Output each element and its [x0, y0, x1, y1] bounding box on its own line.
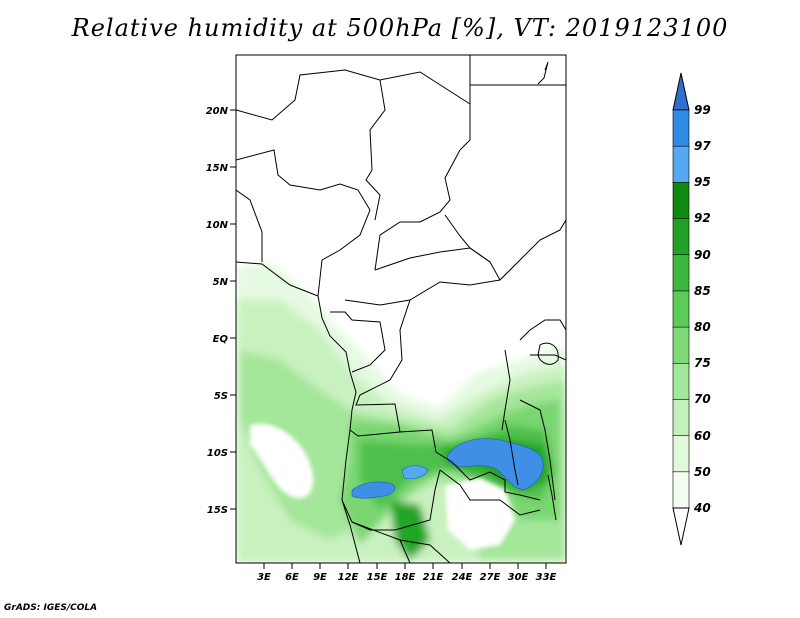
- border-drc: [355, 299, 541, 501]
- colorbar-segment: [672, 254, 690, 292]
- colorbar-segment: [672, 326, 690, 365]
- lat-label-15n: 15N: [206, 163, 229, 174]
- colorbar-segment: [672, 182, 690, 220]
- lon-label-24e: 24E: [452, 572, 473, 583]
- border-sudan: [374, 84, 566, 271]
- colorbar-label-95: 95: [694, 175, 711, 189]
- border-niger: [236, 189, 263, 262]
- colorbar: 99 97 95 92 90 85 80 75 70 60 50 40: [672, 72, 711, 546]
- colorbar-segment: [672, 218, 690, 256]
- border-nigeria: [236, 149, 371, 297]
- blue-patch-west: [351, 481, 396, 499]
- humidity-field: [236, 55, 566, 563]
- lon-axis: 3E 6E 9E 12E 15E 18E 21E 24E 27E 30E 33E: [257, 563, 557, 583]
- humidity-90-region-2: [390, 500, 430, 560]
- colorbar-label-90: 90: [694, 248, 711, 262]
- lon-label-9e: 9E: [313, 572, 327, 583]
- lat-axis: 20N 15N 10N 5N EQ 5S 10S 15S: [206, 106, 236, 516]
- colorbar-bottom-arrow: [672, 507, 690, 546]
- coast-northeast: [537, 61, 549, 85]
- dry-zone-north: [236, 55, 566, 275]
- border-south-sudan: [444, 214, 566, 281]
- colorbar-label-50: 50: [694, 465, 711, 479]
- humidity-95-patches: [351, 438, 544, 499]
- colorbar-label-99: 99: [694, 103, 711, 117]
- border-sahara: [236, 69, 386, 221]
- lon-label-33e: 33E: [536, 572, 557, 583]
- lon-label-30e: 30E: [508, 572, 529, 583]
- colorbar-label-92: 92: [694, 211, 711, 225]
- lon-label-18e: 18E: [395, 572, 416, 583]
- country-borders: [236, 55, 566, 563]
- colorbar-label-70: 70: [694, 392, 711, 406]
- map-frame: [235, 54, 567, 564]
- border-namibia: [351, 521, 411, 563]
- colorbar-label-75: 75: [694, 356, 711, 370]
- lat-label-15s: 15S: [207, 505, 228, 516]
- blue-patch-east: [447, 438, 544, 490]
- lon-label-15e: 15E: [367, 572, 388, 583]
- border-libya: [379, 55, 471, 105]
- colorbar-segment: [672, 399, 690, 437]
- lat-label-5n: 5N: [213, 277, 229, 288]
- coastline-west: [236, 261, 361, 563]
- blue-patch-mid: [401, 465, 429, 480]
- lon-label-21e: 21E: [423, 572, 444, 583]
- lon-label-6e: 6E: [285, 572, 299, 583]
- colorbar-label-80: 80: [694, 320, 711, 334]
- colorbar-segment: [672, 471, 690, 509]
- colorbar-label-97: 97: [694, 139, 711, 153]
- colorbar-segment: [672, 109, 690, 147]
- lon-label-12e: 12E: [338, 572, 359, 583]
- border-tanzania: [519, 399, 556, 501]
- dry-zone-congo: [400, 285, 530, 380]
- border-chad: [459, 104, 471, 151]
- lon-label-27e: 27E: [480, 572, 501, 583]
- colorbar-segment: [672, 290, 690, 328]
- border-congo: [330, 311, 386, 373]
- lake-malawi: [547, 474, 557, 521]
- lake-victoria: [537, 342, 559, 365]
- lake-tanganyika: [504, 419, 519, 486]
- lat-label-10n: 10N: [206, 220, 229, 231]
- lat-label-10s: 10S: [207, 448, 228, 459]
- colorbar-top-arrow: [672, 72, 690, 111]
- border-botswana: [399, 539, 451, 563]
- colorbar-segment: [672, 362, 690, 401]
- colorbar-label-85: 85: [694, 284, 711, 298]
- lat-label-eq: EQ: [213, 334, 229, 345]
- dry-swirl: [250, 423, 314, 499]
- lat-label-20n: 20N: [206, 106, 229, 117]
- chart-title: Relative humidity at 500hPa [%], VT: 201…: [71, 14, 729, 42]
- dry-zone-south: [445, 478, 515, 550]
- colorbar-label-60: 60: [694, 429, 711, 443]
- lon-label-3e: 3E: [257, 572, 271, 583]
- colorbar-segment: [672, 145, 690, 184]
- border-zambia: [439, 469, 541, 516]
- credit-label: GrADS: IGES/COLA: [4, 603, 98, 613]
- colorbar-label-40: 40: [693, 501, 711, 515]
- colorbar-segment: [672, 435, 690, 473]
- lat-label-5s: 5S: [214, 391, 228, 402]
